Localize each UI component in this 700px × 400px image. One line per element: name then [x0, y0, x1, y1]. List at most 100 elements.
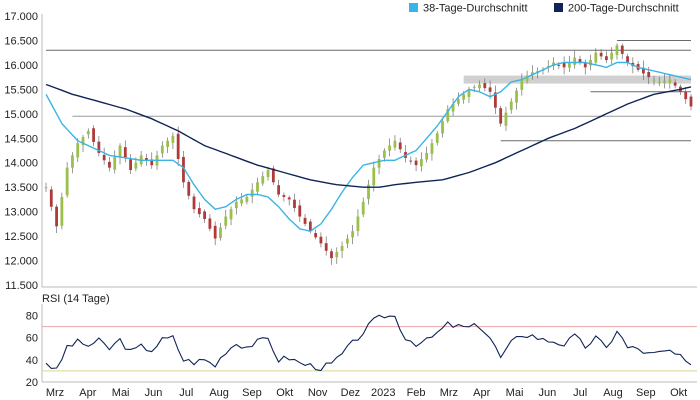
candle-down: [287, 197, 291, 200]
candle-down: [647, 71, 651, 78]
candle-down: [108, 161, 111, 168]
candle-down: [187, 181, 191, 196]
candle-up: [250, 189, 254, 197]
candle-up: [419, 159, 423, 167]
candle-up: [663, 80, 666, 84]
legend-swatch: [409, 3, 418, 12]
candle-up: [256, 182, 259, 192]
candle-down: [92, 128, 95, 142]
candle-up: [525, 75, 529, 81]
rsi-y-tick-label: 40: [26, 355, 38, 367]
candle-down: [303, 217, 307, 224]
candle-down: [684, 91, 688, 100]
candle-down: [293, 199, 296, 208]
candle-up: [266, 170, 270, 178]
rsi-line: [45, 314, 692, 372]
candle-up: [478, 84, 481, 89]
candle-up: [594, 52, 598, 63]
candle-up: [382, 150, 386, 158]
month-tick-label: Dez: [341, 387, 361, 399]
candle-down: [324, 243, 328, 251]
legend-label: 38-Tage-Durchschnitt: [423, 3, 528, 15]
candle-down: [150, 159, 154, 166]
month-tick-label: Mrz: [46, 387, 64, 399]
candle-up: [515, 90, 518, 103]
month-tick-label: Mai: [112, 387, 130, 399]
candle-down: [314, 233, 318, 238]
candle-down: [192, 196, 196, 210]
candle-up: [367, 184, 370, 200]
price-y-tick-label: 13.000: [4, 207, 38, 219]
price-y-tick-label: 16.500: [4, 35, 38, 47]
candle-down: [298, 205, 302, 217]
candle-down: [176, 133, 180, 160]
candle-up: [166, 140, 169, 147]
month-tick-label: Apr: [79, 387, 96, 399]
candle-down: [583, 63, 587, 68]
candle-up: [530, 72, 534, 75]
candle-up: [425, 152, 429, 160]
month-tick-label: Sep: [636, 387, 656, 399]
rsi-y-tick-label: 20: [26, 377, 38, 389]
month-tick-label: Okt: [670, 387, 687, 399]
rsi-panel: [41, 304, 697, 383]
candle-up: [224, 216, 228, 226]
price-y-tick-label: 11.500: [5, 280, 38, 292]
candle-up: [435, 133, 439, 143]
candle-down: [330, 251, 333, 259]
candle-up: [60, 196, 64, 226]
candle-up: [234, 201, 238, 209]
price-y-tick-label: 12.000: [4, 256, 38, 268]
candle-down: [409, 160, 413, 162]
month-tick-label: Nov: [308, 387, 328, 399]
rsi-y-axis: 20 40 60 80: [26, 311, 38, 389]
candle-up: [219, 227, 222, 239]
month-tick-label: Aug: [209, 387, 229, 399]
candle-down: [493, 92, 497, 108]
candle-up: [345, 238, 349, 244]
candle-up: [520, 79, 524, 90]
candle-up: [118, 145, 122, 158]
candle-up: [335, 251, 339, 258]
price-y-tick-label: 14.500: [4, 133, 38, 145]
price-y-tick-label: 15.500: [4, 84, 38, 96]
candle-up: [229, 209, 233, 220]
candle-up: [134, 162, 138, 169]
candle-down: [123, 147, 127, 158]
candle-down: [319, 236, 323, 244]
candle-up: [652, 79, 656, 81]
price-y-tick-label: 16.000: [4, 60, 38, 72]
month-tick-label: Jul: [573, 387, 587, 399]
candle-down: [599, 52, 603, 57]
month-tick-label: Feb: [407, 387, 426, 399]
candle-up: [388, 145, 392, 151]
moving-average-lines: [45, 61, 692, 232]
candle-up: [65, 167, 69, 196]
candle-down: [277, 185, 281, 195]
candle-up: [451, 104, 455, 112]
price-chart-horizontal-lines: [46, 39, 691, 142]
candle-up: [657, 82, 661, 84]
candle-down: [398, 142, 402, 150]
candle-up: [351, 231, 355, 238]
candle-up: [504, 112, 508, 126]
candle-up: [467, 89, 471, 98]
candle-down: [55, 206, 58, 227]
candle-down: [203, 211, 207, 219]
price-y-tick-label: 12.500: [4, 231, 38, 243]
candle-up: [568, 62, 571, 68]
candle-down: [129, 159, 132, 171]
candle-down: [499, 108, 503, 124]
legend-swatch: [554, 3, 563, 12]
moving-average-line: [45, 61, 692, 232]
candle-up: [372, 167, 376, 186]
candle-up: [44, 187, 48, 189]
price-y-tick-label: 17.000: [4, 11, 38, 23]
candle-up: [71, 155, 74, 168]
month-tick-label: Apr: [473, 387, 490, 399]
month-tick-label: Jun: [538, 387, 556, 399]
candle-up: [610, 52, 614, 60]
candle-up: [573, 57, 577, 65]
candle-down: [562, 62, 566, 68]
candle-down: [483, 83, 487, 89]
